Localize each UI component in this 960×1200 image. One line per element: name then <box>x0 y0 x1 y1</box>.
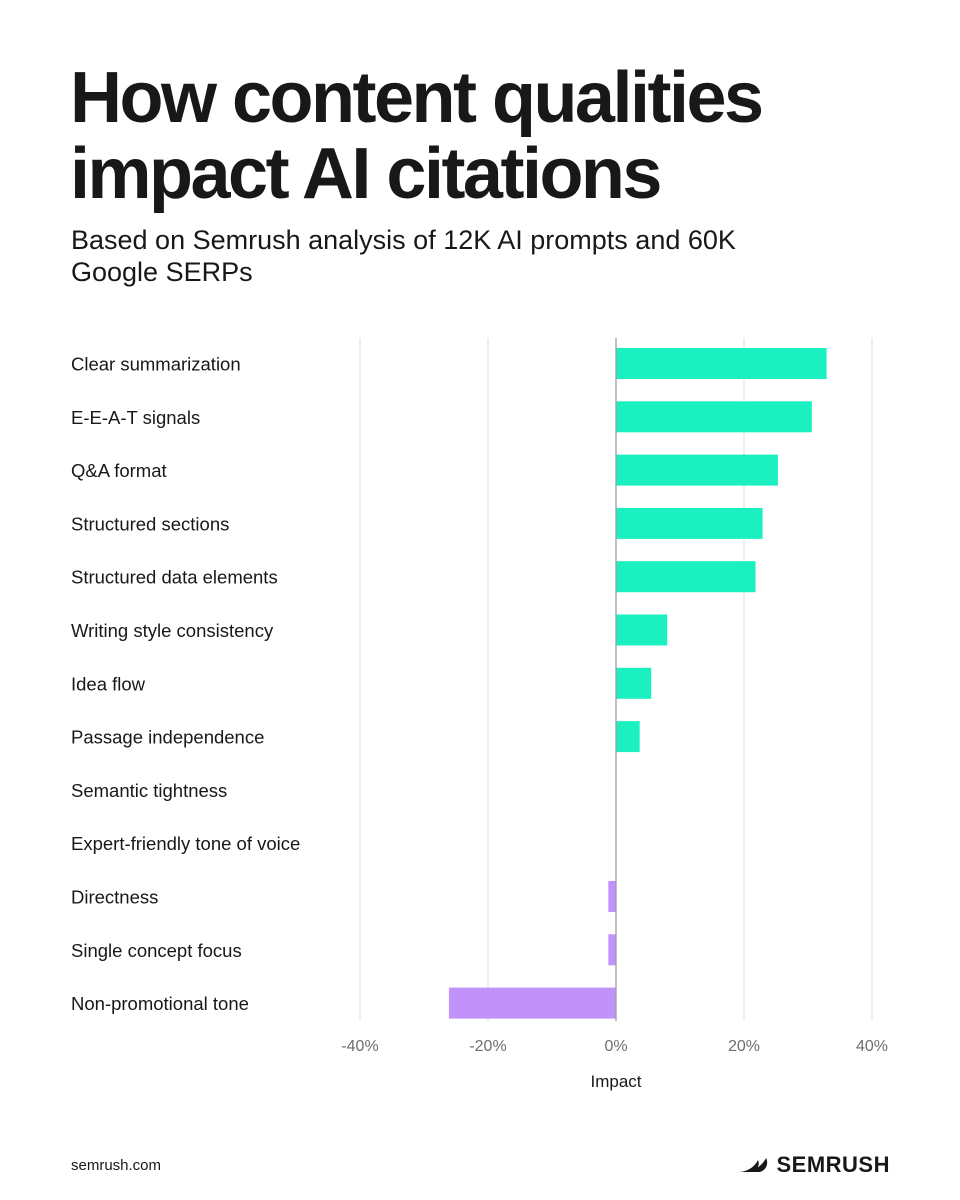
bars <box>448 348 827 1019</box>
category-label: Semantic tightness <box>71 780 227 801</box>
page-subtitle: Based on Semrush analysis of 12K AI prom… <box>71 225 736 287</box>
category-label: Non-promotional tone <box>71 993 249 1014</box>
bar <box>616 561 756 593</box>
bar <box>608 881 616 912</box>
semrush-flame-icon <box>738 1158 768 1172</box>
category-label: Structured data elements <box>71 567 278 588</box>
category-label: Structured sections <box>71 513 229 534</box>
category-label: Passage independence <box>71 727 264 748</box>
category-label: Q&A format <box>71 460 167 481</box>
bar <box>616 348 827 379</box>
category-label: Expert-friendly tone of voice <box>71 833 300 854</box>
x-axis-label: Impact <box>590 1072 641 1091</box>
bar-chart: Clear summarization E-E-A-T signals Q&A fo… <box>71 338 888 1091</box>
category-labels: Clear summarization E-E-A-T signals Q&A fo… <box>71 354 300 1015</box>
bar <box>616 667 652 699</box>
bar <box>448 987 616 1019</box>
grid-lines <box>359 338 873 1022</box>
x-tick-label: -40% <box>341 1038 378 1055</box>
x-tick-labels: -40% -20% 0% 20% 40% <box>341 1038 888 1055</box>
x-tick-label: 0% <box>604 1038 627 1055</box>
x-tick-label: -20% <box>469 1038 506 1055</box>
category-label: Single concept focus <box>71 940 242 961</box>
bar <box>616 454 778 486</box>
category-label: Writing style consistency <box>71 620 274 641</box>
bar <box>616 614 668 646</box>
footer-url[interactable]: semrush.com <box>71 1157 162 1174</box>
x-tick-label: 20% <box>728 1038 760 1055</box>
category-label: Idea flow <box>71 673 146 694</box>
bar <box>616 507 763 539</box>
x-tick-label: 40% <box>856 1038 888 1055</box>
category-label: E-E-A-T signals <box>71 407 200 428</box>
semrush-logo: SEMRUSH <box>736 1152 890 1178</box>
bar <box>608 934 616 966</box>
semrush-wordmark: SEMRUSH <box>776 1152 890 1177</box>
bar <box>616 401 812 433</box>
page-title: How content qualities impact AI citation… <box>70 58 764 214</box>
category-label: Clear summarization <box>71 354 241 375</box>
category-label: Directness <box>71 887 158 908</box>
bar <box>616 721 640 753</box>
